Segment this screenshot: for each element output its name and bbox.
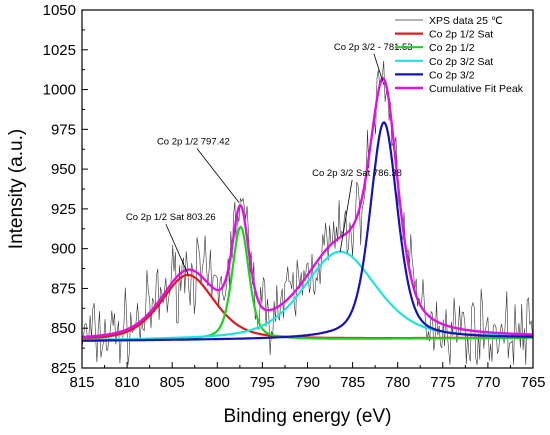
series-cumulative-fit <box>81 76 534 339</box>
annotation-label: Co 2p 3/2 - 781.53 <box>334 42 413 53</box>
x-tick-label: 775 <box>430 374 455 391</box>
y-tick-label: 925 <box>51 201 76 218</box>
annotation-leader <box>165 223 189 275</box>
annotation-layer: Co 2p 1/2 Sat 803.26 Co 2p 1/2 797.42 Co 2… <box>126 42 413 275</box>
y-tick-label: 850 <box>51 320 76 337</box>
x-tick-label: 780 <box>385 374 410 391</box>
legend-label: Co 2p 3/2 <box>429 69 475 81</box>
y-tick-label: 975 <box>51 121 76 138</box>
series-component <box>82 121 533 342</box>
annotation-leader <box>196 148 240 203</box>
x-tick-label: 815 <box>69 374 94 391</box>
y-tick-label: 950 <box>51 161 76 178</box>
annotation-label: Co 2p 1/2 Sat 803.26 <box>126 212 216 223</box>
y-axis-label: Intensity (a.u.) <box>6 129 27 249</box>
y-tick-label: 875 <box>51 280 76 297</box>
y-tick-label: 1000 <box>43 82 76 99</box>
annotation-leader <box>373 53 385 85</box>
x-tick-label: 785 <box>340 374 365 391</box>
x-tick-label: 765 <box>520 374 545 391</box>
series-layer <box>81 60 534 365</box>
legend-label: Co 2p 1/2 Sat <box>429 29 493 41</box>
legend-label: Co 2p 1/2 <box>429 42 475 54</box>
x-tick-label: 805 <box>160 374 185 391</box>
x-tick-label: 800 <box>205 374 230 391</box>
tick-layer: 815 810 805 800 795 790 785 780 775 770 765 825 850 8… <box>43 2 546 391</box>
y-tick-label: 1025 <box>43 42 76 59</box>
legend-label: XPS data 25 ℃ <box>429 15 503 27</box>
x-tick-label: 790 <box>295 374 320 391</box>
annotation-leader <box>339 179 353 252</box>
y-tick-label: 1050 <box>43 2 76 19</box>
x-tick-label: 795 <box>250 374 275 391</box>
legend-label: Co 2p 3/2 Sat <box>429 56 493 68</box>
series-component <box>82 250 533 341</box>
annotation-label: Co 2p 3/2 Sat 786.38 <box>312 168 402 179</box>
y-tick-label: 900 <box>51 241 76 258</box>
x-axis-label: Binding energy (eV) <box>224 406 392 427</box>
annotation-label: Co 2p 1/2 797.42 <box>157 137 230 148</box>
y-tick-label: 825 <box>51 360 76 377</box>
x-tick-label: 770 <box>475 374 500 391</box>
x-tick-label: 810 <box>115 374 140 391</box>
legend-label: Cumulative Fit Peak <box>429 83 524 95</box>
